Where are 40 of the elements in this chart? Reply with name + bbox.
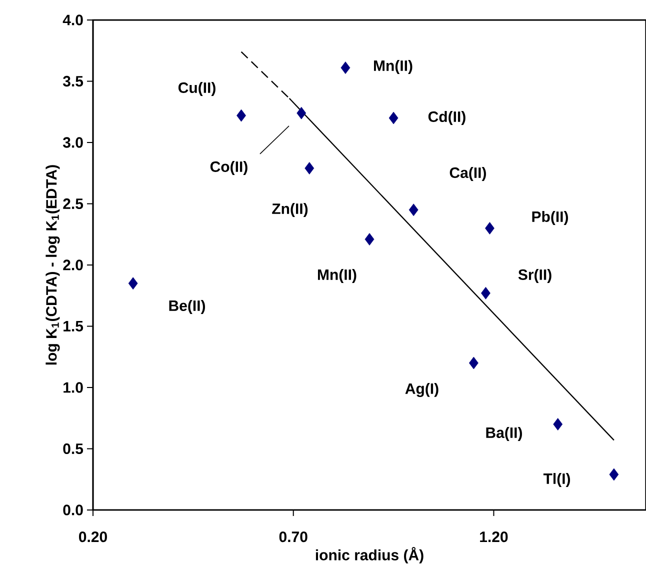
y-axis-title: log K$_{1}$(CDTA) - log K$_{1}$(EDTA) (46, 165, 60, 365)
point (388, 112, 398, 124)
x-tick-label: 0.70 (279, 532, 308, 542)
y-tick-label: 2.5 (63, 198, 84, 210)
y-tick-label: 2.0 (63, 260, 83, 270)
point (340, 62, 350, 74)
point (485, 222, 494, 234)
annotation: Ca(II) (450, 167, 486, 181)
annotation: Be(II) (169, 300, 206, 314)
annotation: Tl(I) (543, 473, 570, 487)
annotation: Co(II) (210, 160, 248, 175)
annotation: Cd(II) (428, 111, 466, 125)
point (468, 356, 478, 370)
point (609, 468, 619, 481)
x-axis-title: ionic radius (Å) (316, 547, 424, 564)
y-tick-label: 1.0 (64, 382, 83, 393)
x-tick-label: 1.20 (480, 532, 508, 542)
point (236, 109, 246, 122)
point (553, 418, 563, 430)
annotation: Pb(II) (532, 211, 568, 225)
annotation: Sr(II) (518, 268, 552, 283)
point (364, 233, 374, 246)
annotation: Ag(I) (405, 382, 438, 398)
y-tick-label: 3.0 (62, 137, 83, 148)
annotation: Zn(II) (272, 203, 308, 217)
annotation: Mn(II) (374, 60, 412, 74)
point (408, 204, 418, 216)
annotation: Ba(II) (486, 426, 522, 441)
x-tick-label: 0.20 (79, 532, 107, 542)
y-tick-label: 4.0 (62, 14, 83, 26)
y-tick-label: 0.5 (63, 443, 84, 454)
annotation: Mn(II) (318, 268, 356, 283)
y-tick-label: 3.5 (62, 76, 84, 87)
y-tick-label: 0.0 (63, 504, 83, 516)
point (481, 286, 490, 300)
point (296, 106, 306, 120)
y-tick-label: 1.5 (64, 321, 84, 332)
annotation: Cu(II) (178, 82, 216, 96)
point (128, 277, 138, 290)
point (304, 162, 314, 174)
